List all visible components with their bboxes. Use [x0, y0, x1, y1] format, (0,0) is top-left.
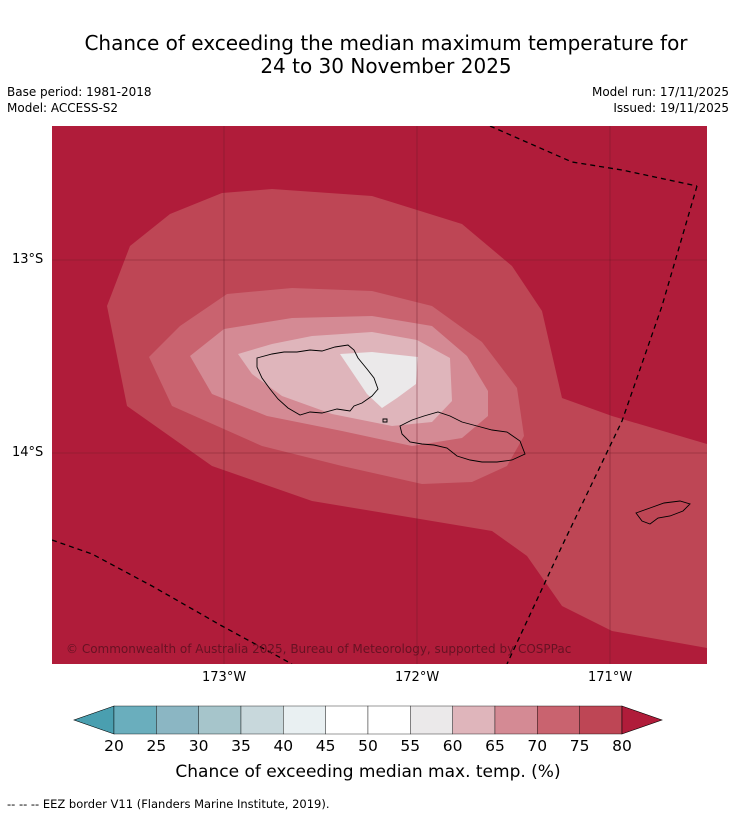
eez-border [52, 126, 698, 664]
colorbar-swatch-b70_75 [537, 705, 580, 735]
model-name: Model: ACCESS-S2 [7, 101, 119, 115]
colorbar-swatch-b50_55 [367, 705, 411, 735]
colorbar-swatch-b40_45 [283, 705, 326, 735]
chart-title-line2: 24 to 30 November 2025 [260, 54, 512, 78]
colorbar-label: 50 [358, 737, 378, 755]
lat-tick-14s: 14°S [12, 445, 44, 460]
colorbar-label: 75 [569, 737, 590, 755]
probability-map: © Commonwealth of Australia 2025, Bureau… [52, 126, 707, 664]
colorbar-swatch-b30_35 [198, 705, 242, 735]
colorbar-label: 55 [400, 737, 421, 755]
lat-tick-13s: 13°S [12, 252, 44, 267]
colorbar-swatch-b35_40 [240, 705, 284, 735]
lon-tick-173w: 173°W [202, 670, 247, 685]
eez-border-east [506, 185, 698, 664]
colorbar-label: 20 [104, 737, 124, 755]
base-period: Base period: 1981-2018 [7, 85, 152, 99]
manono-island [382, 418, 388, 423]
colorbar-label: 70 [527, 737, 548, 755]
colorbar-label: 45 [315, 737, 336, 755]
contour-55-60 [340, 352, 418, 408]
savaii-island [256, 344, 379, 416]
colorbar-extend-high [621, 705, 663, 735]
issued-date: Issued: 19/11/2025 [613, 101, 729, 115]
colorbar-swatch-b20_25 [113, 705, 157, 735]
copyright-text: © Commonwealth of Australia 2025, Bureau… [66, 642, 571, 656]
colorbar-label: 80 [612, 737, 632, 755]
colorbar-swatch-b45_50 [325, 705, 369, 735]
lon-tick-171w: 171°W [588, 670, 633, 685]
colorbar-label: 65 [485, 737, 505, 755]
islands [256, 344, 691, 525]
colorbar-title: Chance of exceeding median max. temp. (%… [175, 762, 561, 782]
colorbar-swatch-b65_70 [494, 705, 538, 735]
colorbar-swatch-b25_30 [156, 705, 199, 735]
colorbar-extend-low [73, 705, 115, 735]
eez-footnote: -- -- -- EEZ border V11 (Flanders Marine… [7, 797, 330, 811]
chart-title-line1: Chance of exceeding the median maximum t… [84, 31, 688, 55]
colorbar-label: 60 [442, 737, 463, 755]
eez-border-southwest [52, 539, 293, 664]
graticule [52, 126, 707, 664]
colorbar-label: 40 [273, 737, 294, 755]
lon-tick-172w: 172°W [395, 670, 440, 685]
colorbar-label: 30 [188, 737, 209, 755]
colorbar-label: 35 [231, 737, 251, 755]
model-run: Model run: 17/11/2025 [591, 85, 729, 99]
colorbar-swatch-b55_60 [410, 705, 453, 735]
upolu-island [399, 411, 526, 463]
tutuila-island [635, 500, 691, 525]
colorbar-swatch-b60_65 [452, 705, 496, 735]
colorbar-swatch-b75_80 [579, 705, 623, 735]
colorbar-label: 25 [146, 737, 167, 755]
colorbar [73, 705, 663, 735]
